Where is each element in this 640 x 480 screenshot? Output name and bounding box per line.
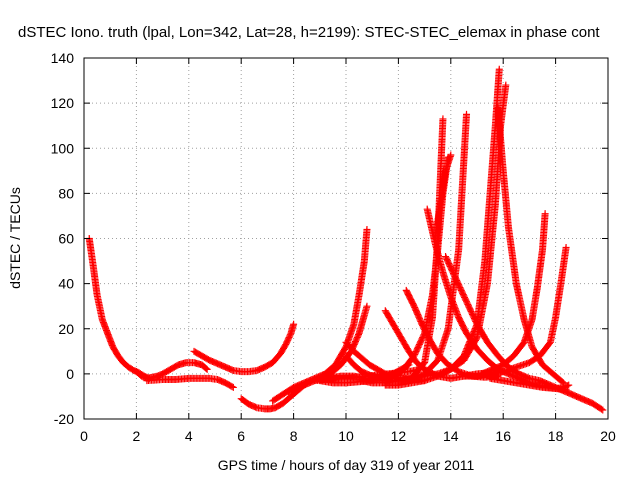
series-24 — [431, 151, 455, 242]
data-point — [202, 364, 210, 372]
series-22 — [460, 244, 570, 380]
x-tick-label: 10 — [338, 428, 354, 444]
series-11 — [358, 110, 471, 387]
y-tick-label: -20 — [54, 411, 74, 427]
data-point — [203, 365, 211, 373]
series-19 — [381, 65, 503, 389]
data-point — [495, 65, 503, 73]
x-tick-label: 18 — [548, 428, 564, 444]
data-point — [363, 302, 371, 310]
y-tick-label: 100 — [51, 140, 75, 156]
series-20 — [494, 104, 567, 387]
y-tick-label: 0 — [66, 366, 74, 382]
data-point — [447, 151, 455, 159]
data-point — [565, 381, 573, 389]
data-point — [597, 405, 605, 413]
data-point — [541, 210, 549, 218]
series-23 — [486, 374, 573, 393]
data-point — [502, 81, 510, 89]
x-tick-label: 2 — [133, 428, 141, 444]
y-tick-label: 20 — [58, 321, 74, 337]
y-axis-label: dSTEC / TECUs — [7, 187, 23, 289]
data-point — [599, 406, 607, 414]
series-0 — [85, 235, 153, 382]
data-point — [562, 244, 570, 252]
y-tick-label: 40 — [58, 276, 74, 292]
data-point — [290, 320, 298, 328]
x-tick-label: 12 — [391, 428, 407, 444]
axis-ticks: 0 2 4 6 8 10 12 14 16 18 20 -20 0 20 40 60 80 100 120 140 — [51, 50, 616, 444]
series-2 — [143, 374, 237, 391]
x-axis-label: GPS time / hours of day 319 of year 2011 — [218, 457, 475, 473]
data-point — [463, 110, 471, 118]
chart-title: dSTEC Iono. truth (lpal, Lon=342, Lat=28… — [18, 24, 600, 41]
data-point — [363, 225, 371, 233]
series-5 — [269, 225, 371, 405]
data-point — [439, 115, 447, 123]
data-points — [85, 65, 607, 414]
data-point — [229, 383, 237, 391]
y-tick-label: 60 — [58, 231, 74, 247]
series-3 — [190, 320, 298, 376]
data-point — [228, 383, 236, 391]
x-tick-label: 8 — [290, 428, 298, 444]
series-21 — [478, 210, 549, 378]
y-tick-label: 80 — [58, 185, 74, 201]
y-tick-label: 120 — [51, 95, 75, 111]
x-tick-label: 14 — [443, 428, 459, 444]
x-tick-label: 6 — [237, 428, 245, 444]
x-tick-label: 20 — [600, 428, 616, 444]
x-tick-label: 0 — [80, 428, 88, 444]
y-tick-label: 140 — [51, 50, 75, 66]
x-tick-label: 4 — [185, 428, 193, 444]
x-tick-label: 16 — [495, 428, 511, 444]
